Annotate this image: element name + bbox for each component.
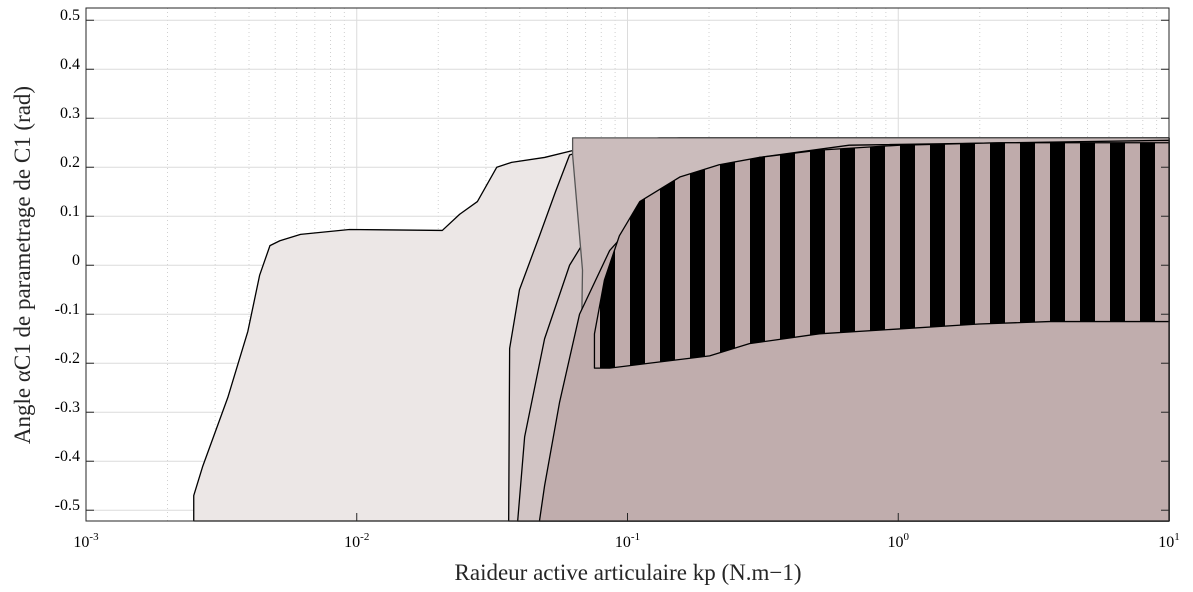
y-tick-label: -0.1 <box>55 301 80 318</box>
x-tick-label: 10-1 <box>615 531 640 551</box>
tick-exponent: 1 <box>1174 531 1180 543</box>
tick-base: 10 <box>73 534 89 551</box>
tick-base: 10 <box>615 534 631 551</box>
y-tick-label: 0.2 <box>60 154 80 171</box>
ticks: 10-3 10-2 10-1 100 1010.50.40.30.20.10-0.1-0… <box>55 7 1180 551</box>
y-axis-label: Angle αC1 de parametrage de C1 (rad) <box>10 86 35 444</box>
y-tick-label: 0.3 <box>60 105 80 122</box>
y-tick-label: -0.5 <box>55 497 80 514</box>
tick-exponent: 0 <box>904 531 910 543</box>
tick-exponent: -2 <box>360 531 369 543</box>
y-tick-label: -0.4 <box>55 448 80 465</box>
x-axis-label: Raideur active articulaire kp (N.m−1) <box>455 560 802 585</box>
tick-exponent: -1 <box>631 531 640 543</box>
y-tick-label: 0.1 <box>60 203 80 220</box>
tick-base: 10 <box>1158 534 1174 551</box>
tick-base: 10 <box>344 534 360 551</box>
areas <box>193 137 1170 522</box>
x-tick-label: 10-2 <box>344 531 369 551</box>
y-tick-label: -0.2 <box>55 350 80 367</box>
y-tick-label: 0 <box>72 252 80 269</box>
x-tick-label: 100 <box>888 531 910 551</box>
tick-base: 10 <box>888 534 904 551</box>
tick-exponent: -3 <box>89 531 99 543</box>
y-tick-label: -0.3 <box>55 399 80 416</box>
x-tick-label: 10-3 <box>73 531 99 551</box>
y-tick-label: 0.5 <box>60 7 80 24</box>
y-tick-label: 0.4 <box>60 56 80 73</box>
x-tick-label: 101 <box>1158 531 1180 551</box>
